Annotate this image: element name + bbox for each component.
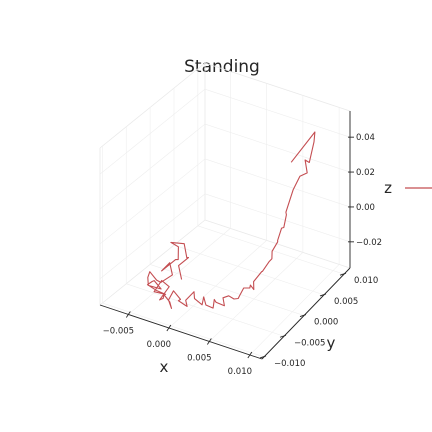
- x-axis-label: x: [160, 358, 169, 376]
- grid-line-z: [99, 158, 206, 245]
- grid-line-y: [173, 244, 325, 296]
- y-tick-mark: [279, 334, 287, 338]
- grid-line-y: [150, 264, 305, 316]
- pane-edge: [99, 62, 206, 149]
- grid-line-z: [204, 158, 351, 208]
- x-tick-mark: [247, 351, 253, 359]
- x-tick-label: 0.000: [147, 340, 171, 350]
- y-tick-label: −0.005: [294, 338, 325, 348]
- x-tick-mark: [125, 311, 131, 318]
- grid-line-z: [99, 193, 206, 280]
- grid-line-y: [126, 283, 285, 337]
- y-tick-mark: [339, 272, 347, 276]
- chart-title: Standing: [184, 57, 260, 77]
- y-tick-label: 0.010: [354, 276, 378, 286]
- y-tick-label: 0.000: [314, 318, 338, 328]
- grid-line-x: [249, 264, 340, 356]
- pane-edge: [204, 219, 351, 269]
- x-tick-label: 0.005: [187, 353, 211, 363]
- grid-line-z: [99, 123, 206, 210]
- z-tick-label: −0.02: [356, 238, 382, 248]
- grid-line-z: [204, 88, 351, 138]
- y-tick-mark: [319, 293, 327, 297]
- x-tick-mark: [166, 324, 172, 332]
- y-axis-ticks: −0.010 −0.005 0.000 0.005 0.010: [259, 272, 378, 369]
- x-axis-line: [99, 304, 263, 360]
- y-tick-mark: [299, 314, 307, 317]
- grid-line-x: [168, 240, 267, 329]
- z-axis-ticks: −0.02 0.00 0.02 0.04: [348, 133, 382, 248]
- grid-line-y: [102, 302, 265, 358]
- series-lines: [146, 131, 316, 309]
- grid-lines: [99, 68, 351, 358]
- x-tick-mark: [206, 338, 212, 345]
- grid-line-y: [197, 225, 345, 275]
- grid-line-z: [204, 123, 351, 173]
- x-tick-label: 0.010: [228, 367, 252, 377]
- y-tick-label: −0.010: [274, 359, 305, 369]
- pane-edge: [204, 62, 351, 112]
- z-tick-label: 0.02: [356, 168, 375, 178]
- grid-line-z: [204, 193, 351, 243]
- x-axis-ticks: −0.005 0.000 0.005 0.010: [103, 311, 253, 377]
- y-tick-mark: [259, 355, 267, 359]
- grid-line-x: [209, 252, 304, 342]
- z-tick-label: 0.04: [356, 133, 375, 143]
- y-axis-label: y: [327, 334, 336, 352]
- z-axis-label: z: [384, 179, 392, 197]
- grid-line-z: [99, 88, 206, 175]
- y-tick-label: 0.005: [334, 297, 358, 307]
- y-axis-line: [261, 267, 351, 360]
- x-tick-label: −0.005: [103, 326, 134, 336]
- z-tick-label: 0.00: [356, 203, 375, 213]
- series-line: [146, 131, 316, 309]
- pane-edge: [99, 219, 206, 306]
